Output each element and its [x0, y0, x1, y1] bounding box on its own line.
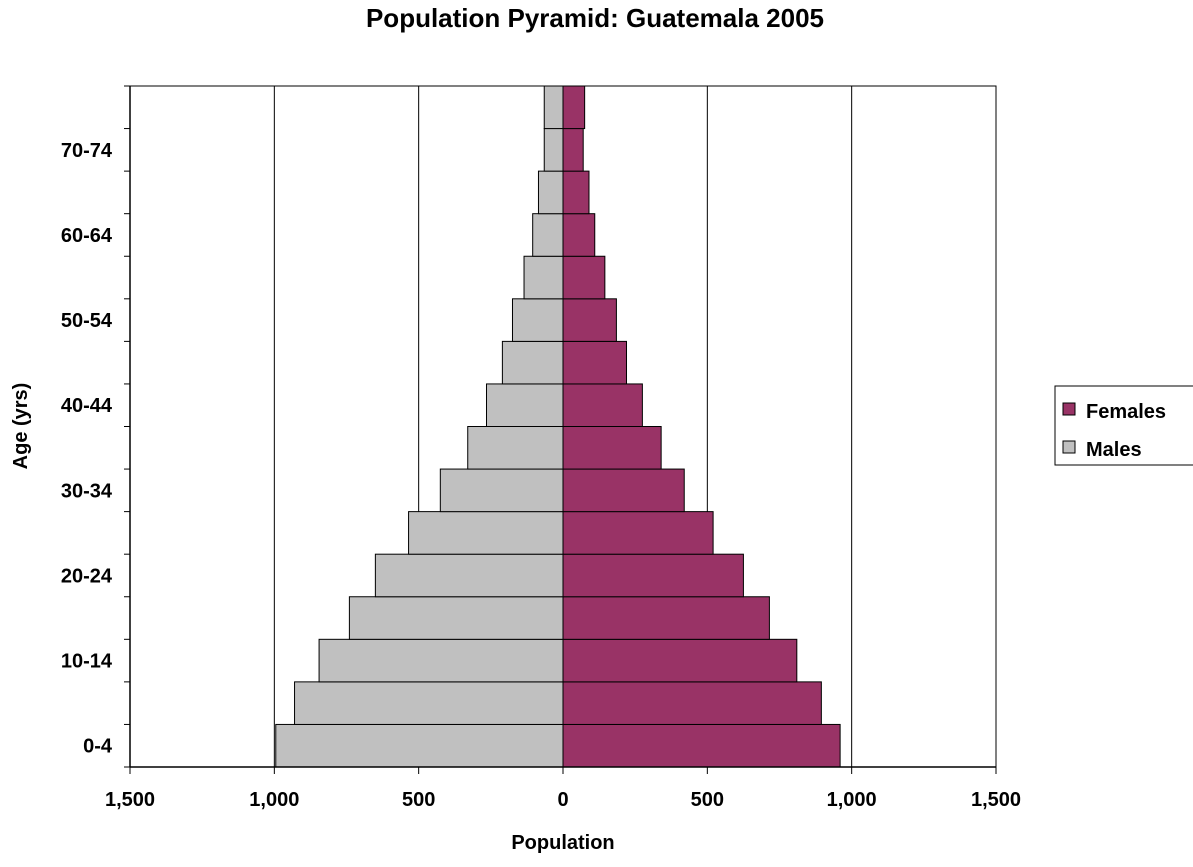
bar-females-35-39	[562, 426, 662, 470]
bar-males-65-69	[537, 170, 564, 215]
y-tick-labels: 0-4 10-14 20-24 30-34 40-44 50-54 60-64 70-74	[61, 140, 113, 758]
bar-females-40-44	[562, 383, 643, 427]
bar-females-70-74	[562, 128, 584, 172]
y-tick-label-0-4: 0-4	[83, 736, 113, 758]
y-tick-label-40-44: 40-44	[61, 395, 113, 417]
y-tick-label-50-54: 50-54	[61, 310, 113, 332]
y-tick-label-10-14: 10-14	[61, 651, 113, 673]
legend-swatch-females	[1062, 402, 1076, 416]
bar-females-15-19	[562, 596, 770, 640]
bar-females-10-14	[562, 638, 798, 683]
legend-box	[1054, 385, 1193, 466]
x-tick-label-3: 0	[557, 789, 568, 811]
y-tick-label-30-34: 30-34	[61, 480, 113, 502]
legend-label-males: Males	[1086, 439, 1142, 461]
bar-females-0-4	[562, 723, 841, 768]
bar-females-30-34	[562, 468, 685, 513]
bar-males-70-74	[543, 128, 564, 172]
bars	[275, 85, 841, 768]
legend: Females Males	[1054, 385, 1193, 466]
x-tick-label-5: 1,000	[827, 789, 877, 811]
bar-males-75-79	[543, 85, 564, 130]
legend-label-females: Females	[1086, 401, 1166, 423]
bar-males-20-24	[374, 553, 564, 598]
bar-males-0-4	[275, 723, 564, 768]
bar-males-15-19	[348, 596, 564, 640]
bar-males-30-34	[439, 468, 564, 513]
bar-males-40-44	[486, 383, 564, 427]
x-tick-labels: 1,500 1,000 500 0 500 1,000 1,500	[105, 789, 1021, 811]
y-axis-title: Age (yrs)	[10, 383, 32, 470]
bar-females-60-64	[562, 213, 596, 257]
axes	[124, 85, 997, 774]
bar-females-45-49	[562, 340, 628, 385]
bar-males-25-29	[408, 511, 564, 555]
plot-area: 0-4 10-14 20-24 30-34 40-44 50-54 60-64 70-74 1…	[61, 85, 1021, 811]
x-tick-label-2: 500	[402, 789, 435, 811]
bar-males-50-54	[511, 298, 564, 342]
bar-females-50-54	[562, 298, 617, 342]
bar-females-75-79	[562, 85, 586, 130]
bar-males-5-9	[294, 681, 564, 725]
bar-females-65-69	[562, 170, 590, 215]
legend-swatch-males	[1062, 440, 1076, 454]
bar-males-35-39	[467, 426, 564, 470]
bar-males-45-49	[501, 340, 564, 385]
x-tick-label-1: 1,000	[249, 789, 299, 811]
x-tick-label-0: 1,500	[105, 789, 155, 811]
bar-females-5-9	[562, 681, 822, 725]
bar-males-60-64	[532, 213, 564, 257]
chart-title: Population Pyramid: Guatemala 2005	[366, 3, 824, 33]
bar-males-55-59	[523, 255, 564, 300]
x-tick-label-4: 500	[691, 789, 724, 811]
bar-females-55-59	[562, 255, 606, 300]
bar-females-25-29	[562, 511, 714, 555]
bar-females-20-24	[562, 553, 744, 598]
x-axis-title: Population	[511, 832, 614, 854]
bar-males-10-14	[318, 638, 564, 683]
x-tick-label-6: 1,500	[971, 789, 1021, 811]
y-tick-label-70-74: 70-74	[61, 140, 113, 162]
y-tick-label-20-24: 20-24	[61, 565, 113, 587]
y-tick-label-60-64: 60-64	[61, 225, 113, 247]
